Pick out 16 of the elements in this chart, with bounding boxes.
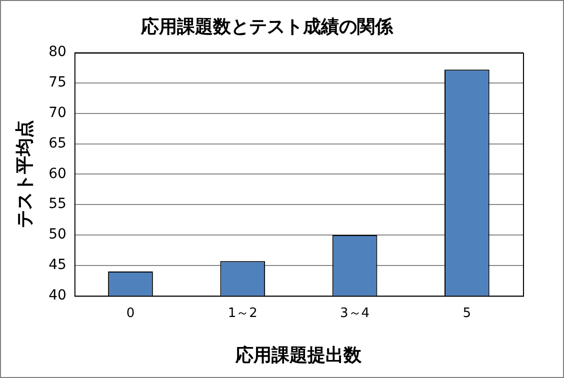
- x-tick-label: 5: [462, 306, 472, 321]
- y-tick-label: 50: [48, 226, 66, 243]
- chart-title: 応用課題数とテスト成績の関係: [140, 16, 394, 38]
- y-tick-label: 40: [48, 287, 66, 304]
- x-tick-label: 1～2: [228, 306, 258, 321]
- y-tick-label: 60: [48, 166, 66, 182]
- y-tick-label: 75: [48, 74, 66, 91]
- x-tick-label: 3～4: [340, 306, 370, 321]
- y-tick-label: 70: [48, 105, 66, 122]
- y-tick-label: 55: [48, 196, 66, 212]
- y-axis-title: テスト平均点: [14, 120, 36, 228]
- y-tick-label: 80: [48, 44, 66, 60]
- y-tick-label: 65: [48, 135, 66, 152]
- y-tick-label: 45: [48, 257, 66, 274]
- x-axis-title: 応用課題提出数: [234, 344, 363, 366]
- x-tick-label: 0: [126, 306, 135, 321]
